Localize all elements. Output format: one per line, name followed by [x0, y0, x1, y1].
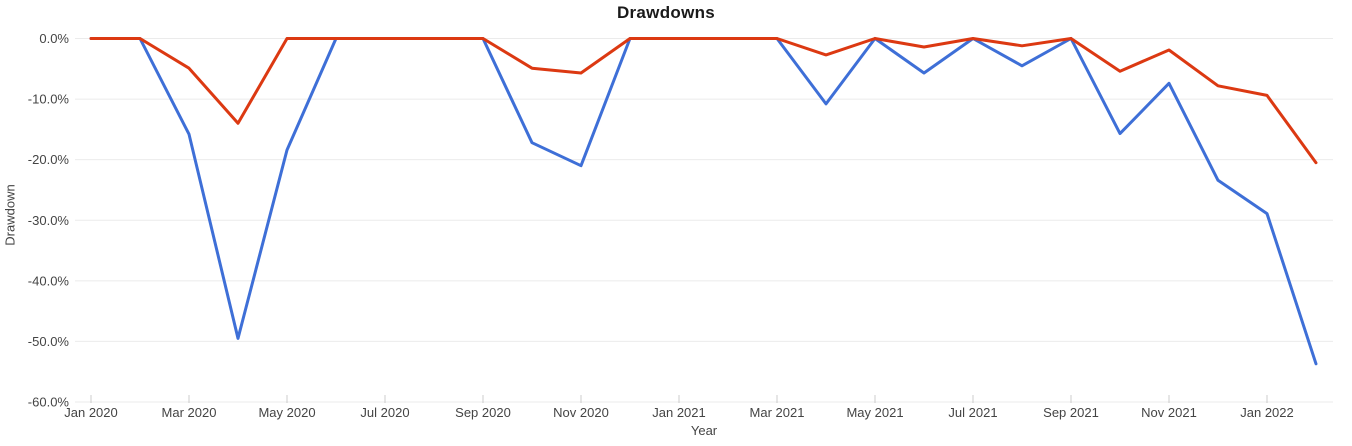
x-tick-label: Mar 2021 [750, 405, 805, 420]
x-tick-label: Jan 2022 [1240, 405, 1294, 420]
y-tick-label: 0.0% [39, 31, 69, 46]
x-tick-label: Jan 2020 [64, 405, 118, 420]
x-tick-label: May 2020 [258, 405, 315, 420]
y-tick-label: -40.0% [28, 273, 70, 288]
x-tick-label: Sep 2020 [455, 405, 511, 420]
x-axis-title: Year [690, 423, 718, 438]
x-tick-label: Jul 2021 [948, 405, 997, 420]
red-series-line[interactable] [89, 37, 1318, 165]
x-tick-label: Jul 2020 [360, 405, 409, 420]
y-tick-label: -10.0% [28, 92, 70, 107]
x-tick-label: Mar 2020 [162, 405, 217, 420]
x-tick-label: Sep 2021 [1043, 405, 1099, 420]
x-tick-label: Jan 2021 [652, 405, 706, 420]
y-tick-label: -30.0% [28, 213, 70, 228]
x-tick-label: May 2021 [846, 405, 903, 420]
chart-title: Drawdowns [616, 3, 716, 22]
y-tick-label: -60.0% [28, 395, 70, 410]
x-tick-label: Nov 2021 [1141, 405, 1197, 420]
y-tick-label: -50.0% [28, 334, 70, 349]
blue-series-line[interactable] [89, 37, 1318, 366]
x-tick-label: Nov 2020 [553, 405, 609, 420]
y-tick-label: -20.0% [28, 152, 70, 167]
y-axis-title: Drawdown [2, 184, 18, 246]
